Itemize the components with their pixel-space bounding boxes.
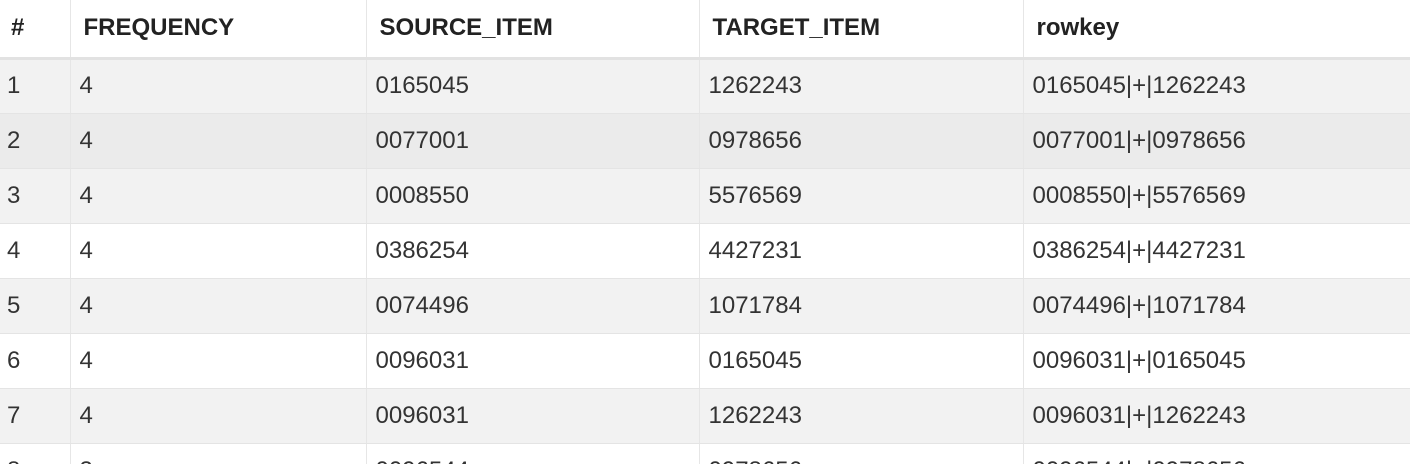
cell-source-item[interactable]: 0008550 [366, 168, 700, 224]
cell-source-item[interactable]: 0386254 [366, 223, 700, 279]
column-header-target-item[interactable]: TARGET_ITEM [699, 0, 1024, 60]
table-body: 1 4 0165045 1262243 0165045|+|1262243 2 … [0, 58, 1410, 464]
cell-target-item[interactable]: 0978656 [699, 113, 1024, 169]
cell-target-item[interactable]: 0165045 [699, 333, 1024, 389]
cell-target-item[interactable]: 4427231 [699, 223, 1024, 279]
cell-source-item[interactable]: 0096031 [366, 333, 700, 389]
cell-rowkey[interactable]: 0008550|+|5576569 [1023, 168, 1410, 224]
cell-rowkey[interactable]: 0074496|+|1071784 [1023, 278, 1410, 334]
cell-target-item[interactable]: 1071784 [699, 278, 1024, 334]
column-header-source-item[interactable]: SOURCE_ITEM [366, 0, 700, 60]
table-row[interactable]: 6 4 0096031 0165045 0096031|+|0165045 [0, 333, 1410, 389]
cell-row-number[interactable]: 2 [0, 113, 71, 169]
cell-target-item[interactable]: 0978656 [699, 443, 1024, 464]
cell-rowkey[interactable]: 0096031|+|1262243 [1023, 388, 1410, 444]
table-row[interactable]: 8 3 0096544 0978656 0096544|+|0978656 [0, 443, 1410, 464]
cell-rowkey[interactable]: 0096031|+|0165045 [1023, 333, 1410, 389]
table-row[interactable]: 3 4 0008550 5576569 0008550|+|5576569 [0, 168, 1410, 224]
cell-row-number[interactable]: 4 [0, 223, 71, 279]
cell-frequency[interactable]: 4 [70, 168, 367, 224]
cell-frequency[interactable]: 4 [70, 333, 367, 389]
cell-source-item[interactable]: 0096031 [366, 388, 700, 444]
column-header-frequency[interactable]: FREQUENCY [70, 0, 367, 60]
cell-row-number[interactable]: 5 [0, 278, 71, 334]
cell-target-item[interactable]: 1262243 [699, 58, 1024, 114]
table-row[interactable]: 2 4 0077001 0978656 0077001|+|0978656 [0, 113, 1410, 169]
cell-rowkey[interactable]: 0386254|+|4427231 [1023, 223, 1410, 279]
cell-frequency[interactable]: 4 [70, 223, 367, 279]
table-row[interactable]: 1 4 0165045 1262243 0165045|+|1262243 [0, 58, 1410, 114]
cell-source-item[interactable]: 0074496 [366, 278, 700, 334]
table-row[interactable]: 4 4 0386254 4427231 0386254|+|4427231 [0, 223, 1410, 279]
cell-frequency[interactable]: 4 [70, 388, 367, 444]
cell-rowkey[interactable]: 0096544|+|0978656 [1023, 443, 1410, 464]
cell-target-item[interactable]: 5576569 [699, 168, 1024, 224]
cell-row-number[interactable]: 1 [0, 58, 71, 114]
cell-source-item[interactable]: 0096544 [366, 443, 700, 464]
cell-frequency[interactable]: 4 [70, 278, 367, 334]
cell-target-item[interactable]: 1262243 [699, 388, 1024, 444]
column-header-rowkey[interactable]: rowkey [1023, 0, 1410, 60]
cell-frequency[interactable]: 4 [70, 58, 367, 114]
cell-frequency[interactable]: 4 [70, 113, 367, 169]
cell-frequency[interactable]: 3 [70, 443, 367, 464]
table-header: # FREQUENCY SOURCE_ITEM TARGET_ITEM rowk… [0, 0, 1410, 60]
table-row[interactable]: 5 4 0074496 1071784 0074496|+|1071784 [0, 278, 1410, 334]
cell-source-item[interactable]: 0077001 [366, 113, 700, 169]
cell-row-number[interactable]: 3 [0, 168, 71, 224]
cell-rowkey[interactable]: 0077001|+|0978656 [1023, 113, 1410, 169]
cell-source-item[interactable]: 0165045 [366, 58, 700, 114]
column-header-row-number[interactable]: # [0, 0, 71, 60]
cell-row-number[interactable]: 7 [0, 388, 71, 444]
cell-rowkey[interactable]: 0165045|+|1262243 [1023, 58, 1410, 114]
cell-row-number[interactable]: 6 [0, 333, 71, 389]
cell-row-number[interactable]: 8 [0, 443, 71, 464]
table-row[interactable]: 7 4 0096031 1262243 0096031|+|1262243 [0, 388, 1410, 444]
header-row: # FREQUENCY SOURCE_ITEM TARGET_ITEM rowk… [0, 0, 1410, 60]
